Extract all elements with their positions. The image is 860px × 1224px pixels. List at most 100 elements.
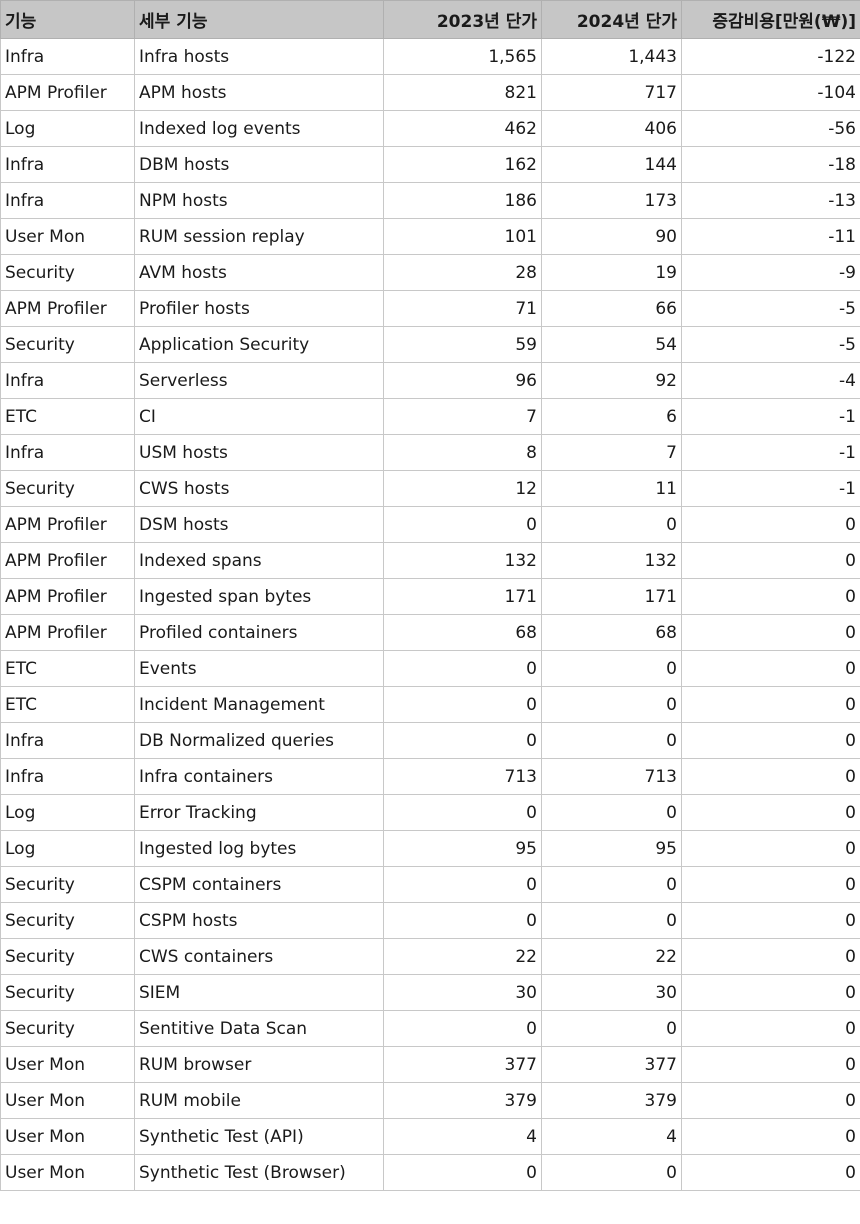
price-2024-cell[interactable]: 0 xyxy=(541,794,682,831)
feature-cell[interactable]: ETC xyxy=(0,686,135,723)
feature-cell[interactable]: User Mon xyxy=(0,1082,135,1119)
price-2024-cell[interactable]: 95 xyxy=(541,830,682,867)
sub-feature-cell[interactable]: AVM hosts xyxy=(134,254,384,291)
sub-feature-cell[interactable]: Indexed spans xyxy=(134,542,384,579)
sub-feature-cell[interactable]: CWS containers xyxy=(134,938,384,975)
feature-cell[interactable]: APM Profiler xyxy=(0,542,135,579)
sub-feature-cell[interactable]: Profiler hosts xyxy=(134,290,384,327)
feature-cell[interactable]: Security xyxy=(0,902,135,939)
sub-feature-cell[interactable]: Infra containers xyxy=(134,758,384,795)
price-2024-cell[interactable]: 173 xyxy=(541,182,682,219)
price-2023-cell[interactable]: 0 xyxy=(383,902,542,939)
header-cost-change[interactable]: 증감비용[만원(₩)] xyxy=(681,0,860,39)
price-2024-cell[interactable]: 0 xyxy=(541,1010,682,1047)
feature-cell[interactable]: Infra xyxy=(0,722,135,759)
price-2023-cell[interactable]: 162 xyxy=(383,146,542,183)
cost-change-cell[interactable]: 0 xyxy=(681,794,860,831)
price-2024-cell[interactable]: 92 xyxy=(541,362,682,399)
cost-change-cell[interactable]: 0 xyxy=(681,614,860,651)
cost-change-cell[interactable]: 0 xyxy=(681,1082,860,1119)
cost-change-cell[interactable]: 0 xyxy=(681,902,860,939)
price-2023-cell[interactable]: 12 xyxy=(383,470,542,507)
feature-cell[interactable]: Security xyxy=(0,938,135,975)
price-2024-cell[interactable]: 54 xyxy=(541,326,682,363)
feature-cell[interactable]: APM Profiler xyxy=(0,506,135,543)
cost-change-cell[interactable]: 0 xyxy=(681,1118,860,1155)
sub-feature-cell[interactable]: Profiled containers xyxy=(134,614,384,651)
price-2023-cell[interactable]: 30 xyxy=(383,974,542,1011)
feature-cell[interactable]: User Mon xyxy=(0,1118,135,1155)
cost-change-cell[interactable]: -56 xyxy=(681,110,860,147)
feature-cell[interactable]: APM Profiler xyxy=(0,74,135,111)
price-2023-cell[interactable]: 713 xyxy=(383,758,542,795)
price-2024-cell[interactable]: 0 xyxy=(541,650,682,687)
price-2023-cell[interactable]: 0 xyxy=(383,650,542,687)
cost-change-cell[interactable]: 0 xyxy=(681,506,860,543)
cost-change-cell[interactable]: -1 xyxy=(681,470,860,507)
price-2023-cell[interactable]: 59 xyxy=(383,326,542,363)
feature-cell[interactable]: Security xyxy=(0,866,135,903)
sub-feature-cell[interactable]: Synthetic Test (Browser) xyxy=(134,1154,384,1191)
sub-feature-cell[interactable]: Infra hosts xyxy=(134,38,384,75)
header-price-2023[interactable]: 2023년 단가 xyxy=(383,0,542,39)
cost-change-cell[interactable]: 0 xyxy=(681,938,860,975)
sub-feature-cell[interactable]: DBM hosts xyxy=(134,146,384,183)
feature-cell[interactable]: Security xyxy=(0,326,135,363)
price-2023-cell[interactable]: 186 xyxy=(383,182,542,219)
price-2023-cell[interactable]: 171 xyxy=(383,578,542,615)
price-2024-cell[interactable]: 0 xyxy=(541,722,682,759)
feature-cell[interactable]: Log xyxy=(0,794,135,831)
feature-cell[interactable]: Log xyxy=(0,830,135,867)
price-2024-cell[interactable]: 717 xyxy=(541,74,682,111)
header-price-2024[interactable]: 2024년 단가 xyxy=(541,0,682,39)
price-2023-cell[interactable]: 8 xyxy=(383,434,542,471)
sub-feature-cell[interactable]: Indexed log events xyxy=(134,110,384,147)
sub-feature-cell[interactable]: DSM hosts xyxy=(134,506,384,543)
cost-change-cell[interactable]: 0 xyxy=(681,866,860,903)
price-2024-cell[interactable]: 0 xyxy=(541,506,682,543)
price-2024-cell[interactable]: 144 xyxy=(541,146,682,183)
feature-cell[interactable]: ETC xyxy=(0,650,135,687)
cost-change-cell[interactable]: 0 xyxy=(681,686,860,723)
sub-feature-cell[interactable]: CWS hosts xyxy=(134,470,384,507)
price-2024-cell[interactable]: 66 xyxy=(541,290,682,327)
price-2023-cell[interactable]: 28 xyxy=(383,254,542,291)
sub-feature-cell[interactable]: SIEM xyxy=(134,974,384,1011)
sub-feature-cell[interactable]: RUM mobile xyxy=(134,1082,384,1119)
price-2024-cell[interactable]: 19 xyxy=(541,254,682,291)
price-2023-cell[interactable]: 377 xyxy=(383,1046,542,1083)
cost-change-cell[interactable]: -18 xyxy=(681,146,860,183)
price-2023-cell[interactable]: 821 xyxy=(383,74,542,111)
sub-feature-cell[interactable]: CSPM containers xyxy=(134,866,384,903)
feature-cell[interactable]: Security xyxy=(0,254,135,291)
sub-feature-cell[interactable]: NPM hosts xyxy=(134,182,384,219)
price-2023-cell[interactable]: 71 xyxy=(383,290,542,327)
sub-feature-cell[interactable]: RUM session replay xyxy=(134,218,384,255)
price-2024-cell[interactable]: 0 xyxy=(541,1154,682,1191)
cost-change-cell[interactable]: 0 xyxy=(681,722,860,759)
price-2023-cell[interactable]: 7 xyxy=(383,398,542,435)
feature-cell[interactable]: APM Profiler xyxy=(0,578,135,615)
price-2024-cell[interactable]: 171 xyxy=(541,578,682,615)
price-2023-cell[interactable]: 4 xyxy=(383,1118,542,1155)
price-2024-cell[interactable]: 7 xyxy=(541,434,682,471)
price-2024-cell[interactable]: 379 xyxy=(541,1082,682,1119)
price-2023-cell[interactable]: 101 xyxy=(383,218,542,255)
cost-change-cell[interactable]: 0 xyxy=(681,1154,860,1191)
feature-cell[interactable]: Infra xyxy=(0,434,135,471)
price-2023-cell[interactable]: 0 xyxy=(383,506,542,543)
price-2024-cell[interactable]: 377 xyxy=(541,1046,682,1083)
cost-change-cell[interactable]: 0 xyxy=(681,1046,860,1083)
feature-cell[interactable]: ETC xyxy=(0,398,135,435)
sub-feature-cell[interactable]: CSPM hosts xyxy=(134,902,384,939)
sub-feature-cell[interactable]: Serverless xyxy=(134,362,384,399)
price-2023-cell[interactable]: 0 xyxy=(383,1154,542,1191)
price-2024-cell[interactable]: 6 xyxy=(541,398,682,435)
cost-change-cell[interactable]: 0 xyxy=(681,830,860,867)
price-2024-cell[interactable]: 0 xyxy=(541,686,682,723)
sub-feature-cell[interactable]: Synthetic Test (API) xyxy=(134,1118,384,1155)
price-2023-cell[interactable]: 0 xyxy=(383,794,542,831)
feature-cell[interactable]: User Mon xyxy=(0,1154,135,1191)
price-2023-cell[interactable]: 0 xyxy=(383,866,542,903)
cost-change-cell[interactable]: 0 xyxy=(681,758,860,795)
